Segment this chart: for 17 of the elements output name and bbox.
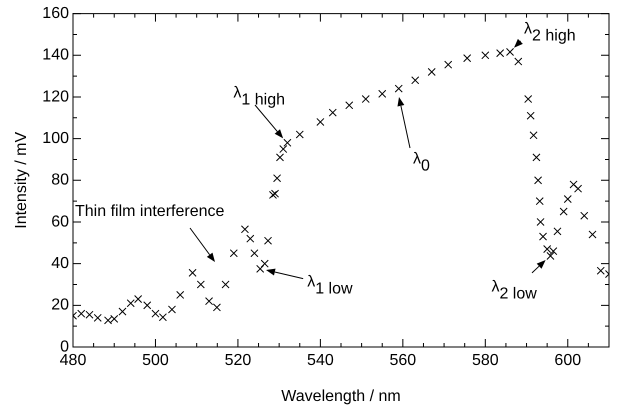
x-axis-title: Wavelength / nm [281,388,401,405]
y-tick-label: 20 [51,296,70,314]
y-tick-label: 120 [42,88,70,106]
x-tick-label: 560 [389,352,416,370]
y-tick-label: 160 [42,5,70,22]
x-tick-label: 600 [554,352,582,370]
y-tick-label: 140 [42,46,70,64]
y-tick-label: 100 [42,130,70,148]
y-tick-label: 40 [51,255,70,272]
y-tick-label: 80 [51,172,70,189]
x-tick-label: 500 [142,352,169,370]
x-tick-label: 520 [224,352,252,370]
y-axis-title: Intensity / mV [13,132,30,229]
y-tick-label: 60 [51,213,70,230]
x-tick-label: 580 [472,352,499,370]
x-tick-label: 540 [307,352,334,370]
annotation: Thin film interference [75,203,224,220]
